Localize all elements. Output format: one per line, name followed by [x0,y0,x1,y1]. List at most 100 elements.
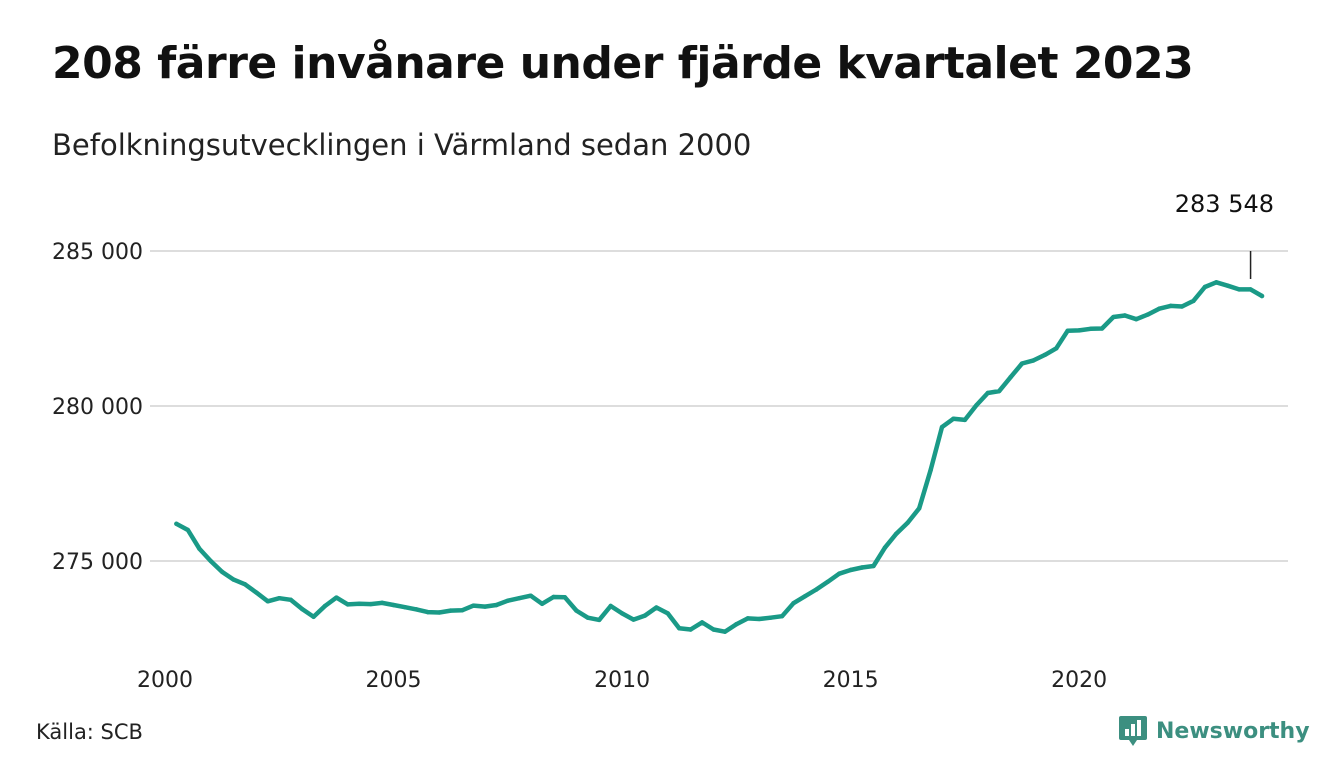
data-point [1008,374,1013,380]
data-point [1259,293,1265,299]
data-point [539,601,545,606]
y-tick-label: 285 000 [52,240,143,265]
data-point [825,579,830,584]
x-tick-label: 2015 [823,668,879,693]
data-point [859,565,865,570]
brand-name: Newsworthy [1156,718,1310,744]
data-point [231,577,236,582]
data-point [905,520,910,525]
data-point [1236,287,1242,292]
data-point [1225,283,1230,288]
data-point [505,598,511,603]
brand-logo: Newsworthy [1118,714,1310,748]
data-point [334,595,339,600]
data-point [974,403,979,408]
source-note: Källa: SCB [36,720,143,744]
data-point [996,388,1002,394]
data-point [299,606,305,612]
data-point [482,604,488,609]
data-point [1111,314,1116,320]
data-point [425,609,431,615]
data-point [939,424,945,430]
data-point [219,569,225,575]
data-point [574,608,579,613]
data-point [517,596,522,601]
data-point [722,629,728,634]
data-point [654,605,659,610]
data-point [208,558,213,564]
data-point [642,613,648,618]
data-point [1191,298,1196,304]
series-line [174,280,1265,634]
gridlines [150,250,1288,562]
data-point [1031,358,1036,363]
data-point [1122,313,1128,318]
data-point [265,599,271,604]
data-point [345,602,351,607]
data-point [1134,317,1139,322]
data-point [551,594,556,600]
data-point [699,620,705,625]
data-point [494,602,499,608]
data-point [951,416,956,421]
data-point [1019,361,1025,366]
data-point [882,545,888,550]
data-point [1168,303,1173,309]
data-point [734,622,739,627]
data-point [1065,328,1070,333]
data-point [1076,328,1082,333]
data-point [1099,326,1105,331]
data-point [197,546,202,551]
data-point [916,506,922,511]
data-point [448,608,453,613]
data-point [836,571,842,576]
series-layer [174,280,1265,634]
x-tick-label: 2005 [366,668,422,693]
data-points [174,280,1265,634]
y-tick-label: 275 000 [52,550,143,575]
data-point [322,603,328,609]
data-point [1202,284,1208,290]
data-point [1145,312,1150,317]
y-tick-label: 280 000 [52,395,143,420]
data-point [471,603,476,608]
data-point [619,611,625,616]
data-point [562,595,568,600]
data-point [459,608,465,613]
annotation-layer: 283 548 [1175,190,1274,279]
bar-chart-speech-bubble-icon [1119,716,1147,746]
data-point [174,521,179,526]
data-point [814,587,819,592]
data-point [871,563,876,569]
data-point [391,602,396,608]
chart-title: 208 färre invånare under fjärde kvartale… [52,38,1194,89]
data-point [414,607,419,612]
x-tick-label: 2020 [1051,668,1107,693]
data-point [985,390,990,396]
data-point [1214,280,1219,285]
data-point [1179,304,1185,309]
data-point [585,615,591,620]
data-point [242,582,248,587]
data-point [402,604,408,610]
data-point [677,626,682,631]
data-point [928,467,933,473]
data-point [768,615,773,620]
data-point [1054,346,1059,351]
data-point [277,596,282,601]
data-point [379,600,385,606]
data-point [894,531,899,536]
data-point [791,600,796,606]
data-point [437,610,442,615]
x-tick-label: 2000 [137,668,193,693]
x-axis-ticks: 2000 2005 2010 2015 2020 [137,668,1107,693]
data-point [745,616,750,621]
data-point [1042,352,1048,358]
data-point [962,417,968,423]
data-point [802,594,808,599]
data-point [608,603,613,609]
data-point [757,616,762,622]
data-point [597,617,602,623]
y-axis-ticks: 275 000 280 000 285 000 [52,240,143,575]
